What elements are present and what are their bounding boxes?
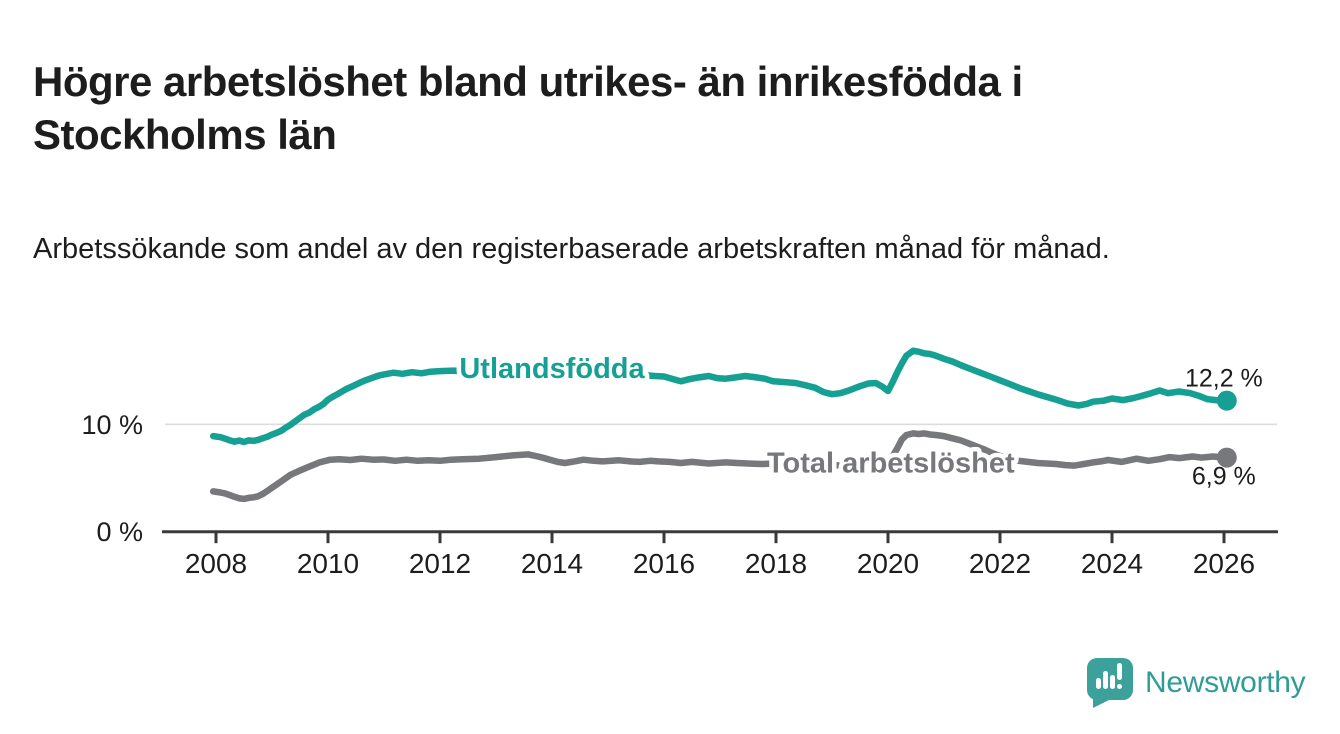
x-tick-label-2018: 2018: [745, 548, 807, 579]
x-tick-label-2022: 2022: [969, 548, 1031, 579]
bar-chart-glyph: [1096, 663, 1122, 689]
series-end-dot-total-arbetsloshet: [1216, 447, 1237, 468]
x-tick-label-2026: 2026: [1193, 548, 1255, 579]
series-line-utlandsfodda: [209, 347, 1231, 446]
series-label-total-arbetsloshet: Total arbetslöshet: [767, 448, 1015, 480]
x-tick-label-2016: 2016: [633, 548, 695, 579]
x-tick-label-2010: 2010: [297, 548, 359, 579]
y-axis-label-0: 0 %: [96, 517, 143, 547]
series-line-total-arbetsloshet: [209, 430, 1231, 503]
x-tick-label-2024: 2024: [1081, 548, 1143, 579]
series-end-value-total-arbetsloshet: 6,9 %: [1192, 463, 1256, 491]
newsworthy-logo-icon: [1087, 658, 1133, 708]
page-title: Högre arbetslöshet bland utrikes- än inr…: [33, 58, 1023, 159]
x-tick-label-2008: 2008: [185, 548, 247, 579]
y-axis-label-10: 10 %: [81, 410, 143, 440]
newsworthy-logo: Newsworthy: [1086, 657, 1306, 709]
series-end-value-utlandsfodda: 12,2 %: [1185, 365, 1263, 393]
x-tick-label-2020: 2020: [857, 548, 919, 579]
chart-subtitle: Arbetssökande som andel av den registerb…: [33, 233, 1110, 265]
x-tick-label-2014: 2014: [521, 548, 583, 579]
line-chart: 0 % 10 % 2008 2010 2012 2014 2016 2018 2020 2022 2…: [81, 347, 1278, 579]
series-end-dot-utlandsfodda: [1216, 390, 1237, 411]
newsworthy-wordmark: Newsworthy: [1145, 666, 1306, 699]
series-label-utlandsfodda: Utlandsfödda: [459, 353, 645, 385]
x-tick-label-2012: 2012: [409, 548, 471, 579]
